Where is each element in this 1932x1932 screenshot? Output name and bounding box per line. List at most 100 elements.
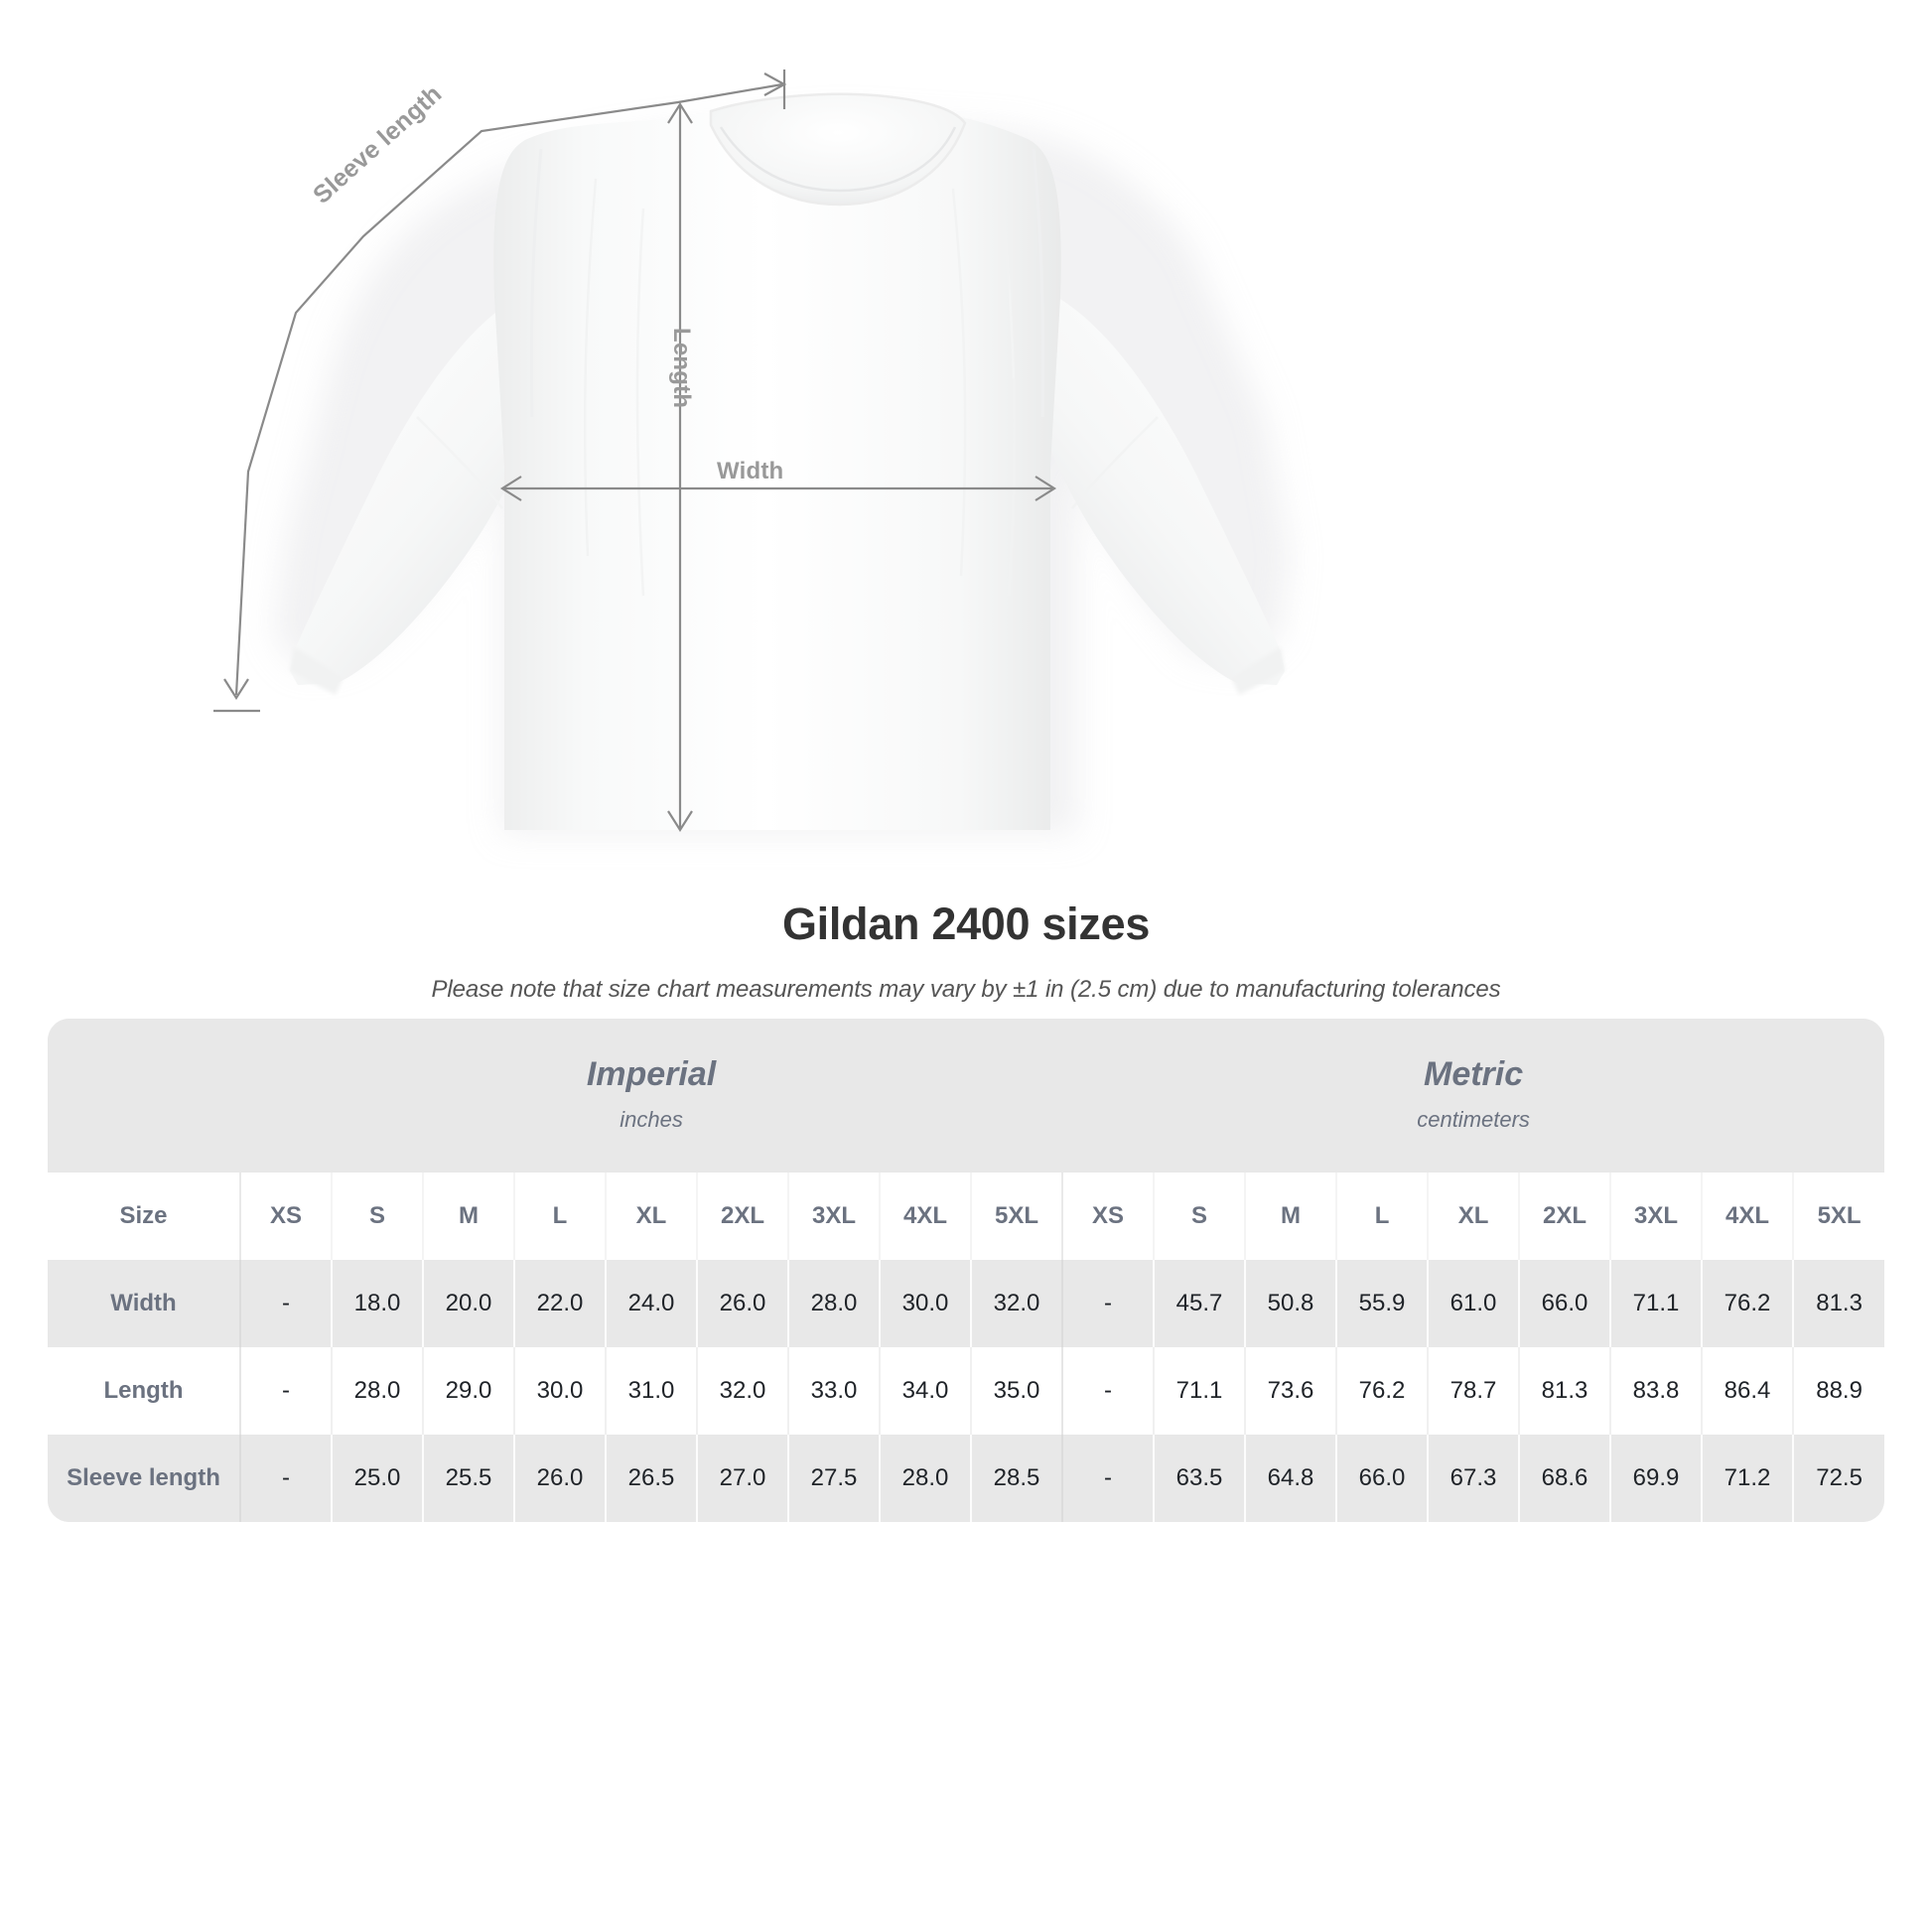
width-label: Width: [717, 458, 784, 484]
left-shoulder-seam: [529, 148, 543, 418]
cell-length-imperial-4xl: 34.0: [879, 1347, 971, 1436]
cell-width-imperial-2xl: 26.0: [696, 1260, 788, 1348]
cell-width-imperial-3xl: 28.0: [787, 1260, 880, 1348]
header-size-imperial-5xl: 5XL: [969, 1173, 1063, 1261]
cell-length-metric-m: 73.6: [1244, 1347, 1337, 1436]
cell-length-imperial-xl: 31.0: [605, 1347, 697, 1436]
cell-sleeve-imperial-xs: -: [239, 1435, 332, 1523]
cell-sleeve-metric-xl: 67.3: [1427, 1435, 1520, 1523]
cell-sleeve-metric-5xl: 72.5: [1792, 1435, 1884, 1523]
cell-width-imperial-l: 22.0: [513, 1260, 606, 1348]
sleeve-dimension-polyline: [234, 82, 783, 696]
table-row: Sleeve length - 25.0 25.5 26.0 26.5 27.0…: [48, 1435, 1884, 1523]
unit-group-metric: Metric centimeters: [1062, 1019, 1884, 1173]
header-size-imperial-xl: XL: [605, 1173, 697, 1261]
cell-width-metric-m: 50.8: [1244, 1260, 1337, 1348]
dimension-lines: [213, 69, 1057, 833]
cell-length-imperial-s: 28.0: [331, 1347, 423, 1436]
cell-sleeve-imperial-m: 25.5: [422, 1435, 514, 1523]
cell-length-imperial-xs: -: [239, 1347, 332, 1436]
cell-length-imperial-5xl: 35.0: [969, 1347, 1063, 1436]
header-size-imperial-3xl: 3XL: [787, 1173, 880, 1261]
cell-sleeve-metric-xs: -: [1061, 1435, 1155, 1523]
header-size-metric-s: S: [1153, 1173, 1246, 1261]
cell-sleeve-imperial-2xl: 27.0: [696, 1435, 788, 1523]
cell-sleeve-imperial-4xl: 28.0: [879, 1435, 971, 1523]
garment-illustration: Sleeve length Length Width: [0, 0, 1932, 894]
header-size-imperial-4xl: 4XL: [879, 1173, 971, 1261]
header-size-metric-l: L: [1335, 1173, 1429, 1261]
cell-width-imperial-5xl: 32.0: [969, 1260, 1063, 1348]
left-sleeve: [290, 298, 541, 685]
right-shoulder-seam: [1032, 148, 1045, 418]
cell-width-metric-s: 45.7: [1153, 1260, 1246, 1348]
table-row: Width - 18.0 20.0 22.0 24.0 26.0 28.0 30…: [48, 1260, 1884, 1348]
sleeve-arrowhead-bottom: [223, 678, 249, 701]
cell-width-metric-xl: 61.0: [1427, 1260, 1520, 1348]
header-size-metric-xl: XL: [1427, 1173, 1520, 1261]
header-size-metric-5xl: 5XL: [1792, 1173, 1884, 1261]
cell-sleeve-metric-2xl: 68.6: [1518, 1435, 1611, 1523]
table-row: Length - 28.0 29.0 30.0 31.0 32.0 33.0 3…: [48, 1347, 1884, 1436]
header-size-metric-2xl: 2XL: [1518, 1173, 1611, 1261]
cell-width-metric-5xl: 81.3: [1792, 1260, 1884, 1348]
page-title: Gildan 2400 sizes: [781, 898, 1151, 949]
cell-sleeve-imperial-5xl: 28.5: [969, 1435, 1063, 1523]
size-table-container: Imperial inches Metric centimeters Size …: [48, 1019, 1884, 1523]
cell-length-metric-5xl: 88.9: [1792, 1347, 1884, 1436]
unit-group-row: Imperial inches Metric centimeters: [48, 1019, 1884, 1173]
header-size-imperial-s: S: [331, 1173, 423, 1261]
unit-group-imperial: Imperial inches: [240, 1019, 1063, 1173]
header-size-metric-xs: XS: [1061, 1173, 1155, 1261]
cell-width-imperial-xs: -: [239, 1260, 332, 1348]
row-label-sleeve-length: Sleeve length: [48, 1435, 240, 1523]
shirt-body: [493, 103, 1061, 831]
header-size-metric-4xl: 4XL: [1701, 1173, 1794, 1261]
unit-measure-label: inches: [620, 1107, 683, 1133]
cell-width-metric-4xl: 76.2: [1701, 1260, 1794, 1348]
row-label-width: Width: [48, 1260, 240, 1348]
header-size-metric-3xl: 3XL: [1609, 1173, 1703, 1261]
cell-width-imperial-s: 18.0: [331, 1260, 423, 1348]
unit-group-spacer: [48, 1019, 240, 1173]
fabric-folds: [416, 178, 1159, 597]
cell-length-metric-xs: -: [1061, 1347, 1155, 1436]
cell-width-imperial-xl: 24.0: [605, 1260, 697, 1348]
unit-system-label: Imperial: [586, 1055, 717, 1093]
cell-length-imperial-2xl: 32.0: [696, 1347, 788, 1436]
cell-sleeve-metric-4xl: 71.2: [1701, 1435, 1794, 1523]
cell-width-metric-xs: -: [1061, 1260, 1155, 1348]
cell-sleeve-imperial-xl: 26.5: [605, 1435, 697, 1523]
right-cuff: [1232, 647, 1285, 695]
left-cuff: [290, 647, 343, 695]
cell-sleeve-metric-3xl: 69.9: [1609, 1435, 1703, 1523]
length-arrowhead-top: [667, 101, 693, 124]
cell-sleeve-imperial-s: 25.0: [331, 1435, 423, 1523]
cell-length-imperial-m: 29.0: [422, 1347, 514, 1436]
unit-system-label: Metric: [1424, 1055, 1524, 1093]
collar-rib: [719, 126, 957, 193]
cell-length-metric-2xl: 81.3: [1518, 1347, 1611, 1436]
cell-width-imperial-m: 20.0: [422, 1260, 514, 1348]
cell-sleeve-imperial-l: 26.0: [513, 1435, 606, 1523]
header-size: Size: [48, 1173, 240, 1261]
cell-width-imperial-4xl: 30.0: [879, 1260, 971, 1348]
header-size-imperial-l: L: [513, 1173, 606, 1261]
header-size-imperial-xs: XS: [239, 1173, 332, 1261]
width-arrowhead-left: [499, 476, 522, 501]
header-size-imperial-2xl: 2XL: [696, 1173, 788, 1261]
cell-length-imperial-l: 30.0: [513, 1347, 606, 1436]
tolerance-note: Please note that size chart measurements…: [431, 976, 1501, 1003]
width-arrowhead-right: [1035, 476, 1057, 501]
row-label-length: Length: [48, 1347, 240, 1436]
header-size-imperial-m: M: [422, 1173, 514, 1261]
cell-length-metric-s: 71.1: [1153, 1347, 1246, 1436]
length-label: Length: [668, 328, 695, 409]
cell-sleeve-metric-s: 63.5: [1153, 1435, 1246, 1523]
cell-sleeve-metric-l: 66.0: [1335, 1435, 1429, 1523]
cell-length-metric-l: 76.2: [1335, 1347, 1429, 1436]
header-size-metric-m: M: [1244, 1173, 1337, 1261]
right-sleeve: [1034, 298, 1285, 685]
garment-svg: [213, 69, 1291, 834]
